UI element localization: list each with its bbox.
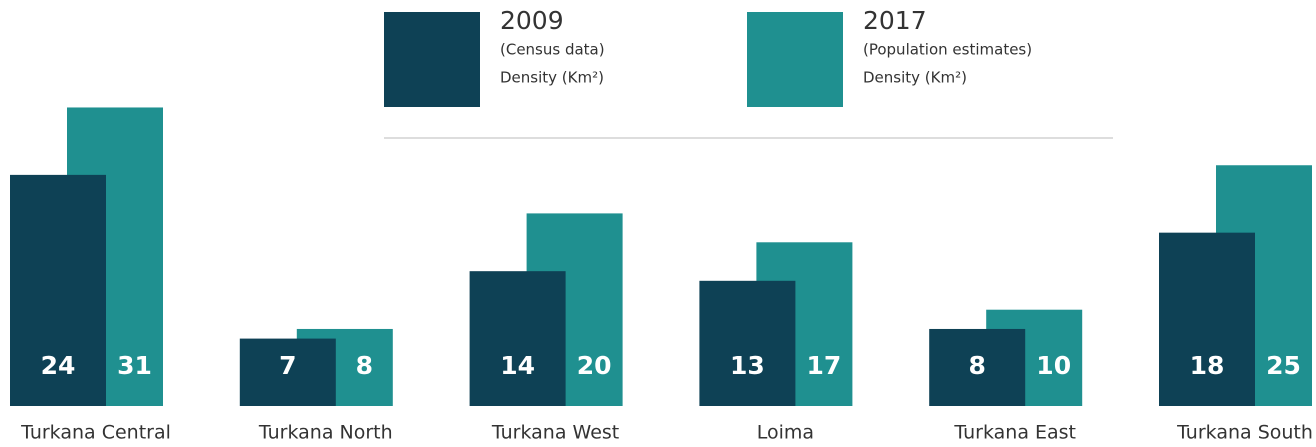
bar: [929, 328, 1026, 406]
value-label: 10: [1036, 351, 1071, 380]
legend-swatch: [384, 12, 480, 107]
bar: [239, 338, 336, 406]
value-label: 20: [577, 351, 612, 380]
legend-description: Density (Km²): [500, 69, 604, 87]
value-label: 8: [968, 351, 985, 380]
legend-label: 2009: [500, 6, 564, 35]
category-label: Turkana South: [1176, 422, 1313, 444]
value-label: 14: [500, 351, 535, 380]
value-label: 17: [807, 351, 842, 380]
value-label: 8: [356, 351, 373, 380]
legend-swatch: [747, 12, 843, 107]
bar: [469, 271, 566, 406]
legend-description: Density (Km²): [863, 69, 967, 87]
value-label: 13: [730, 351, 765, 380]
bar: [699, 280, 796, 406]
value-label: 31: [117, 351, 152, 380]
category-label: Turkana North: [258, 422, 393, 444]
value-label: 25: [1266, 351, 1301, 380]
value-label: 24: [41, 351, 76, 380]
legend-description: (Census data): [500, 41, 605, 59]
value-label: 7: [279, 351, 296, 380]
category-label: Turkana West: [491, 422, 619, 444]
category-label: Turkana Central: [20, 422, 171, 444]
category-label: Turkana East: [953, 422, 1076, 444]
category-label: Loima: [757, 422, 814, 444]
legend-description: (Population estimates): [863, 41, 1032, 59]
value-label: 18: [1190, 351, 1225, 380]
bar: [10, 174, 106, 406]
legend-label: 2017: [863, 6, 927, 35]
bar: [1159, 232, 1255, 406]
